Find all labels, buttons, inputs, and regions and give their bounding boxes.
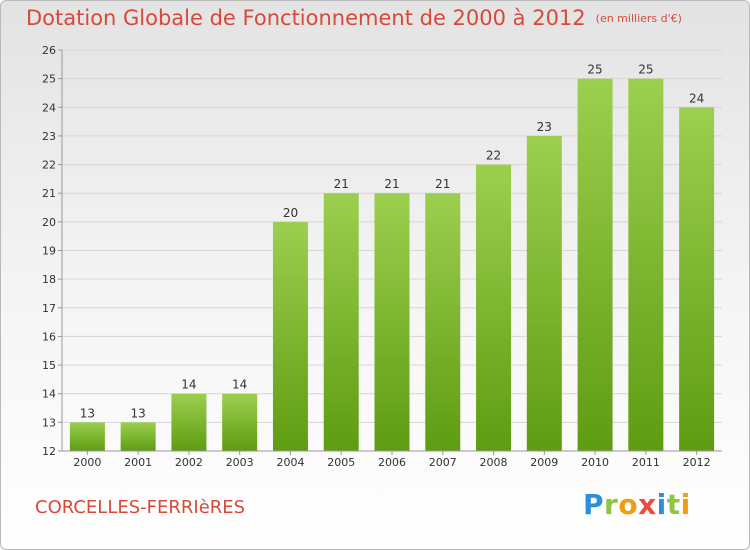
data-label: 25 bbox=[638, 63, 653, 77]
data-label: 25 bbox=[587, 63, 602, 77]
y-tick-label: 18 bbox=[42, 273, 56, 286]
data-label: 13 bbox=[131, 406, 146, 420]
chart-title: Dotation Globale de Fonctionnement de 20… bbox=[26, 6, 682, 30]
y-tick-label: 15 bbox=[42, 359, 56, 372]
bar-2004 bbox=[272, 221, 308, 451]
commune-name: CORCELLES-FERRIèRES bbox=[35, 497, 246, 518]
x-tick-label: 2001 bbox=[124, 456, 152, 469]
bar-2011 bbox=[628, 78, 664, 452]
x-tick-label: 2002 bbox=[175, 456, 203, 469]
data-label: 21 bbox=[334, 177, 349, 191]
proxiti-logo: Proxiti bbox=[583, 488, 691, 521]
bar-2003 bbox=[222, 393, 258, 451]
bar-2001 bbox=[120, 422, 156, 451]
y-tick-label: 23 bbox=[42, 130, 56, 143]
bars bbox=[69, 78, 715, 452]
bar-2002 bbox=[171, 393, 207, 451]
y-tick-label: 12 bbox=[42, 445, 56, 458]
data-label: 14 bbox=[181, 378, 196, 392]
data-label: 13 bbox=[80, 406, 95, 420]
data-label: 24 bbox=[689, 91, 704, 105]
x-tick-label: 2008 bbox=[480, 456, 508, 469]
bar-2000 bbox=[69, 422, 105, 451]
x-tick-label: 2011 bbox=[632, 456, 660, 469]
chart-subtitle: (en milliers d'€) bbox=[595, 12, 682, 25]
x-tick-label: 2005 bbox=[327, 456, 355, 469]
data-label: 20 bbox=[283, 206, 298, 220]
labels: 12 13 14 15 16 17 18 19 20 21 22 23 24 25 26 13 2000 13 20… bbox=[42, 44, 711, 469]
axes bbox=[58, 49, 722, 455]
x-tick-label: 2006 bbox=[378, 456, 406, 469]
data-label: 14 bbox=[232, 378, 247, 392]
bar-2007 bbox=[425, 193, 461, 451]
bar-2009 bbox=[526, 135, 562, 451]
y-tick-label: 25 bbox=[42, 73, 56, 86]
bar-2008 bbox=[476, 164, 512, 452]
y-tick-label: 24 bbox=[42, 101, 56, 114]
x-tick-label: 2007 bbox=[429, 456, 457, 469]
y-tick-label: 26 bbox=[42, 44, 56, 57]
data-label: 21 bbox=[384, 177, 399, 191]
x-tick-label: 2004 bbox=[276, 456, 304, 469]
y-tick-label: 22 bbox=[42, 159, 56, 172]
data-label: 22 bbox=[486, 149, 501, 163]
chart-title-text: Dotation Globale de Fonctionnement de 20… bbox=[26, 6, 586, 30]
x-tick-label: 2009 bbox=[530, 456, 558, 469]
x-tick-label: 2012 bbox=[683, 456, 711, 469]
y-tick-label: 16 bbox=[42, 330, 56, 343]
bar-2006 bbox=[374, 193, 410, 451]
bar-2010 bbox=[577, 78, 613, 452]
data-label: 21 bbox=[435, 177, 450, 191]
bar-2005 bbox=[323, 193, 359, 451]
y-tick-label: 19 bbox=[42, 245, 56, 258]
y-tick-label: 13 bbox=[42, 416, 56, 429]
x-tick-label: 2003 bbox=[226, 456, 254, 469]
y-tick-label: 17 bbox=[42, 302, 56, 315]
y-tick-label: 20 bbox=[42, 216, 56, 229]
y-tick-label: 21 bbox=[42, 187, 56, 200]
x-tick-label: 2010 bbox=[581, 456, 609, 469]
bar-2012 bbox=[679, 107, 715, 452]
x-tick-label: 2000 bbox=[73, 456, 101, 469]
data-label: 23 bbox=[537, 120, 552, 134]
y-tick-label: 14 bbox=[42, 388, 56, 401]
